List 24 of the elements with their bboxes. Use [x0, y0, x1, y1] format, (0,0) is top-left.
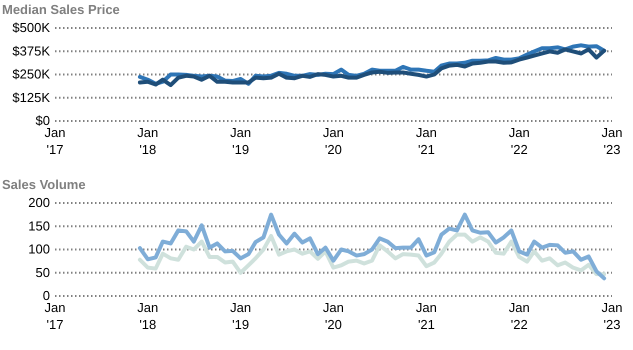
- x-tick-label: Jan '22: [508, 125, 530, 157]
- y-tick-label: $125K: [12, 90, 50, 105]
- x-tick-label: Jan '21: [416, 300, 437, 332]
- x-tick-label: Jan '23: [602, 300, 622, 332]
- y-tick-label: 50: [36, 264, 50, 280]
- y-tick-label: 200: [28, 195, 50, 210]
- chart-title: Sales Volume: [2, 177, 86, 192]
- line-series: [138, 232, 606, 276]
- x-tick-label: Jan '18: [137, 125, 158, 157]
- x-tick-label: Jan '19: [230, 125, 252, 157]
- y-tick-label: 150: [28, 218, 50, 234]
- x-tick-label: Jan '20: [322, 125, 344, 157]
- x-tick-label: Jan '20: [322, 300, 344, 332]
- x-tick-label: Jan '18: [137, 300, 158, 332]
- x-tick-label: Jan '23: [602, 125, 622, 157]
- x-tick-label: Jan '22: [508, 300, 530, 332]
- y-tick-label: $250K: [12, 66, 50, 82]
- y-tick-label: $375K: [12, 43, 50, 58]
- x-tick-label: Jan '21: [416, 125, 437, 157]
- line-series: [138, 212, 606, 280]
- chart-title: Median Sales Price: [2, 2, 120, 17]
- y-tick-label: 100: [28, 242, 50, 257]
- x-tick-label: Jan '19: [230, 300, 252, 332]
- y-tick-label: $500K: [12, 20, 50, 36]
